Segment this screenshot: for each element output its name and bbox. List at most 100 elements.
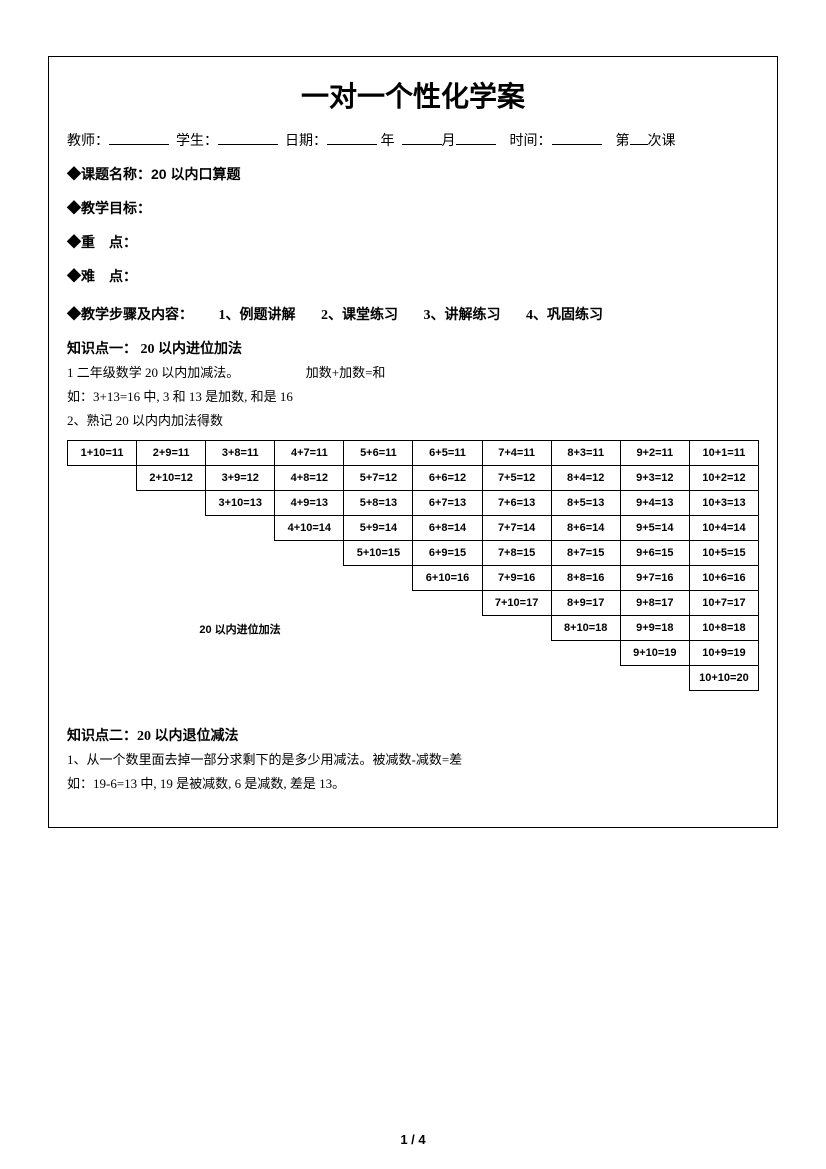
addition-cell: 10+9=19	[689, 641, 758, 666]
addition-cell: 7+7=14	[482, 516, 551, 541]
addition-cell: 9+2=11	[620, 441, 689, 466]
addition-cell: 10+10=20	[689, 666, 758, 691]
addition-cell: 8+5=13	[551, 491, 620, 516]
addition-cell: 6+10=16	[413, 566, 482, 591]
kp2-title: 知识点二：20 以内退位减法	[67, 725, 759, 745]
page-title: 一对一个性化学案	[67, 75, 759, 115]
addition-cell: 9+5=14	[620, 516, 689, 541]
addition-cell	[68, 466, 137, 491]
addition-cell: 8+3=11	[551, 441, 620, 466]
keypoint-section: ◆重 点：	[67, 232, 759, 252]
goal-section: ◆教学目标：	[67, 198, 759, 218]
addition-cell: 10+3=13	[689, 491, 758, 516]
topic-section: ◆课题名称：20 以内口算题	[67, 164, 759, 184]
addition-cell: 4+7=11	[275, 441, 344, 466]
addition-cell: 3+9=12	[206, 466, 275, 491]
addition-cell: 6+5=11	[413, 441, 482, 466]
year-label: 年	[381, 134, 395, 149]
kp1-line3: 2、熟记 20 以内内加法得数	[67, 410, 759, 432]
kp1-title: 知识点一： 20 以内进位加法	[67, 338, 759, 358]
addition-cell: 9+4=13	[620, 491, 689, 516]
content-frame: 一对一个性化学案 教师： 学生： 日期： 年 月 时间： 第次课 ◆课题名称：2…	[48, 56, 778, 828]
kp1-line1b: 加数+加数=和	[306, 365, 386, 380]
kp1-line1: 1 二年级数学 20 以内加减法。 加数+加数=和	[67, 362, 759, 384]
addition-cell: 9+10=19	[620, 641, 689, 666]
student-label: 学生：	[176, 134, 218, 149]
addition-cell: 8+7=15	[551, 541, 620, 566]
addition-cell: 10+8=18	[689, 616, 758, 641]
addition-cell	[413, 616, 482, 641]
addition-cell: 5+10=15	[344, 541, 413, 566]
page: 一对一个性化学案 教师： 学生： 日期： 年 月 时间： 第次课 ◆课题名称：2…	[0, 0, 826, 1169]
time-blank	[552, 129, 602, 145]
addition-cell	[68, 491, 137, 516]
addition-cell: 8+9=17	[551, 591, 620, 616]
addition-cell: 4+8=12	[275, 466, 344, 491]
addition-cell: 6+6=12	[413, 466, 482, 491]
addition-cell: 7+6=13	[482, 491, 551, 516]
addition-cell: 6+7=13	[413, 491, 482, 516]
addition-cell: 7+10=17	[482, 591, 551, 616]
addition-cell	[68, 516, 137, 541]
addition-cell: 9+9=18	[620, 616, 689, 641]
addition-table: 1+10=112+9=113+8=114+7=115+6=116+5=117+4…	[67, 440, 759, 691]
addition-cell: 1+10=11	[68, 441, 137, 466]
topic-value: 20 以内口算题	[151, 166, 240, 182]
addition-cell: 10+7=17	[689, 591, 758, 616]
addition-cell: 2+10=12	[137, 466, 206, 491]
addition-cell	[206, 541, 275, 566]
addition-cell: 4+10=14	[275, 516, 344, 541]
addition-cell: 9+3=12	[620, 466, 689, 491]
addition-cell	[482, 666, 551, 691]
addition-cell: 5+9=14	[344, 516, 413, 541]
addition-cell: 8+4=12	[551, 466, 620, 491]
session-blank	[630, 129, 648, 145]
month-label: 月	[442, 134, 456, 149]
teacher-label: 教师：	[67, 134, 109, 149]
time-label: 时间：	[510, 134, 552, 149]
kp1-line2: 如：3+13=16 中, 3 和 13 是加数, 和是 16	[67, 386, 759, 408]
addition-cell	[275, 541, 344, 566]
addition-cell: 6+8=14	[413, 516, 482, 541]
addition-cell: 8+6=14	[551, 516, 620, 541]
step-1: 1、例题讲解	[219, 304, 296, 324]
session-suffix: 次课	[648, 134, 676, 149]
topic-label: ◆课题名称：	[67, 166, 151, 182]
addition-cell	[137, 541, 206, 566]
steps-label: ◆教学步骤及内容：	[67, 304, 193, 324]
date-label: 日期：	[285, 134, 327, 149]
addition-cell	[551, 666, 620, 691]
addition-cell: 5+8=13	[344, 491, 413, 516]
step-3: 3、讲解练习	[424, 304, 501, 324]
month-blank	[402, 129, 442, 145]
addition-cell	[413, 641, 482, 666]
date-blank	[327, 129, 377, 145]
addition-cell: 7+4=11	[482, 441, 551, 466]
addition-cell: 7+9=16	[482, 566, 551, 591]
addition-cell: 3+8=11	[206, 441, 275, 466]
addition-cell	[482, 616, 551, 641]
day-blank	[456, 129, 496, 145]
step-4: 4、巩固练习	[526, 304, 603, 324]
addition-cell: 5+7=12	[344, 466, 413, 491]
addition-cell: 10+5=15	[689, 541, 758, 566]
addition-table-caption: 20 以内进位加法	[68, 566, 413, 691]
addition-cell	[620, 666, 689, 691]
teacher-blank	[109, 129, 169, 145]
kp2-line1: 1、从一个数里面去掉一部分求剩下的是多少用减法。被减数-减数=差	[67, 749, 759, 771]
addition-cell: 6+9=15	[413, 541, 482, 566]
addition-cell: 2+9=11	[137, 441, 206, 466]
addition-cell	[482, 641, 551, 666]
addition-cell	[413, 591, 482, 616]
addition-cell: 10+6=16	[689, 566, 758, 591]
student-blank	[218, 129, 278, 145]
addition-cell: 10+2=12	[689, 466, 758, 491]
addition-cell: 9+6=15	[620, 541, 689, 566]
addition-cell: 9+8=17	[620, 591, 689, 616]
addition-cell: 4+9=13	[275, 491, 344, 516]
info-line: 教师： 学生： 日期： 年 月 时间： 第次课	[67, 129, 759, 150]
step-2: 2、课堂练习	[321, 304, 398, 324]
addition-cell: 7+5=12	[482, 466, 551, 491]
steps-section: ◆教学步骤及内容： 1、例题讲解 2、课堂练习 3、讲解练习 4、巩固练习	[67, 304, 759, 324]
addition-cell: 8+8=16	[551, 566, 620, 591]
